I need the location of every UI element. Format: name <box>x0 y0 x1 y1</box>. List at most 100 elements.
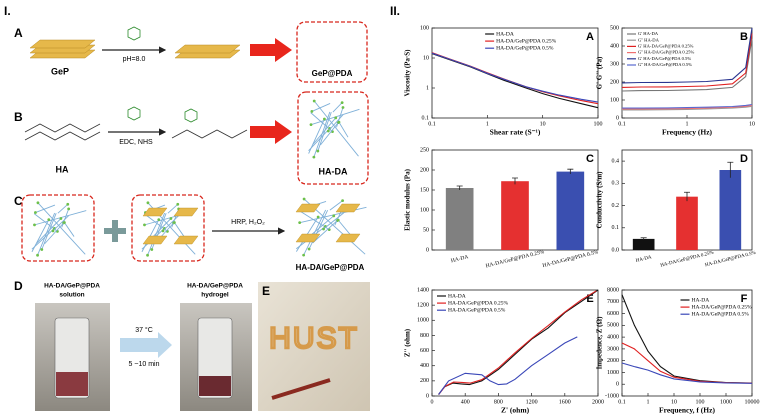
panel-label: B <box>14 110 23 124</box>
polymer-chain <box>332 102 343 113</box>
polymer-chain <box>141 219 160 253</box>
polymer-chain <box>308 118 325 154</box>
panel-label: C <box>14 194 23 208</box>
y-tick-label: 0.1 <box>422 115 430 121</box>
material-label: GeP <box>51 66 69 76</box>
catechol-dot <box>34 211 37 214</box>
catechol-dot <box>340 101 344 104</box>
condition-label: HRP, H₂O₂ <box>231 219 265 226</box>
legend-label: HA-DA <box>496 31 514 37</box>
catechol-dot <box>316 149 320 153</box>
y-tick-label: 200 <box>610 79 619 85</box>
catechol-dot <box>298 221 302 225</box>
panel-label: F <box>741 293 748 305</box>
y-tick-label: 1 <box>426 85 429 91</box>
y-tick-label: 400 <box>610 43 619 49</box>
product-label: HA-DA/GeP@PDA <box>296 263 365 272</box>
material-label: HA <box>56 164 69 174</box>
y-tick-label: 10 <box>423 55 429 61</box>
y-axis-label: Conductivity (S/m) <box>596 171 604 229</box>
catechol-dot <box>146 201 150 205</box>
block-arrow <box>250 120 292 144</box>
error-bar <box>567 168 574 174</box>
y-axis-label: Impedence, Z (Ω) <box>596 316 604 370</box>
y-tick-label: 4000 <box>607 334 619 340</box>
y-tick-label: 0.0 <box>612 247 620 253</box>
x-tick-label: 10 <box>540 121 546 127</box>
y-axis-label: Z'' (ohm) <box>404 328 412 357</box>
y-tick-label: 100 <box>420 25 429 31</box>
panel-label: D <box>14 279 23 293</box>
polymer-chain <box>311 102 331 112</box>
hydrogel-writing: HUST <box>269 322 359 355</box>
x-tick-label: 1000 <box>720 399 732 405</box>
product-label: HA-DA <box>319 166 348 176</box>
error-bar <box>640 237 647 240</box>
panel-label: A <box>586 31 594 43</box>
y-tick-label: 0.2 <box>612 203 620 209</box>
x-tick-label: HA-DA/GeP@PDA 0.25% <box>485 249 545 269</box>
catechol-dot <box>312 99 316 103</box>
temperature-label: 37 °C <box>135 326 153 334</box>
catechol-dot <box>150 248 154 251</box>
y-tick-label: 600 <box>420 348 429 354</box>
polymer-chain <box>312 220 338 244</box>
bar <box>632 238 655 250</box>
x-tick-label: 10 <box>749 121 755 127</box>
catechol-dot <box>322 227 325 231</box>
gep-sheet <box>335 203 361 213</box>
y-tick-label: 1000 <box>417 318 429 324</box>
legend-label: HA-DA/GeP@PDA 0.5% <box>448 307 506 313</box>
x-tick-label: HA-DA/GeP@PDA 0.5% <box>542 249 599 269</box>
legend-label: HA-DA/GeP@PDA 0.5% <box>692 311 750 317</box>
x-tick-label: 0 <box>431 399 434 405</box>
catechol-dot <box>176 202 180 206</box>
component-box <box>131 194 205 262</box>
data-line <box>621 362 753 384</box>
catechol-dot <box>59 217 63 220</box>
part-label: II. <box>390 4 400 18</box>
catechol-dot <box>322 117 326 121</box>
catechol-dot <box>143 223 146 227</box>
x-tick-label: 10 <box>671 399 677 405</box>
catechol-dot <box>316 215 320 219</box>
gep-sheet <box>173 207 199 217</box>
gep-sheets <box>29 39 96 59</box>
y-tick-label: 6000 <box>607 311 619 317</box>
legend-label: HA-DA <box>692 297 710 303</box>
catechol-dot <box>33 223 36 227</box>
data-line <box>438 336 578 395</box>
panel-label: E <box>586 293 593 305</box>
y-tick-label: 0 <box>426 247 429 253</box>
y-tick-label: 7000 <box>607 299 619 305</box>
polymer-chain <box>327 114 344 132</box>
panel-label: A <box>14 26 23 40</box>
y-tick-label: 400 <box>420 363 429 369</box>
catechol-dot <box>341 199 344 202</box>
y-tick-label: 0 <box>426 393 429 399</box>
polymer-chain <box>337 219 352 236</box>
ha-structure <box>24 123 101 133</box>
y-tick-label: 0 <box>616 382 619 388</box>
polymer-chain <box>308 209 329 250</box>
y-tick-label: 0.3 <box>612 181 620 187</box>
data-line <box>622 105 753 111</box>
legend-label: G' HA-DA/GeP@PDA 0.25% <box>638 43 694 48</box>
polymer-chain <box>61 208 70 228</box>
catechol-dot <box>172 221 176 224</box>
gep-sheet <box>173 235 199 245</box>
polymer-chain <box>52 215 69 232</box>
y-axis-label: G' G'' (Pa) <box>596 56 604 89</box>
data-line <box>431 52 599 105</box>
legend-label: HA-DA <box>448 293 466 299</box>
catechol-dot <box>146 253 149 257</box>
gep-sheet <box>142 235 168 245</box>
y-tick-label: 800 <box>420 333 429 339</box>
x-tick-label: 0.1 <box>618 399 626 405</box>
polymer-chain <box>320 122 339 146</box>
y-axis-label: Elastic modulus (Pa) <box>404 168 412 231</box>
legend-label: G'' HA-DA/GeP@PDA 0.5% <box>638 62 692 67</box>
catechol-dot <box>307 247 311 251</box>
y-tick-label: 200 <box>420 167 429 173</box>
